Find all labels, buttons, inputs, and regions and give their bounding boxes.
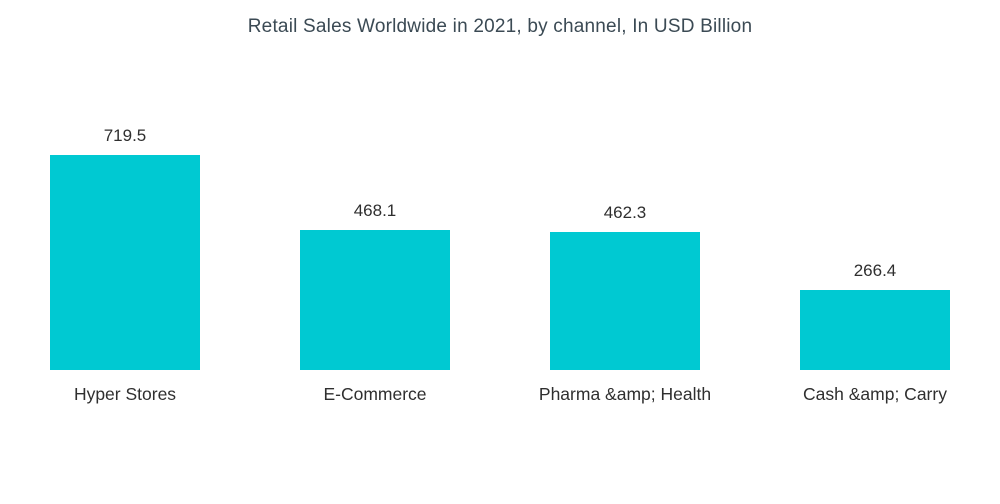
bar-value-label: 468.1 [353,201,397,220]
category-label: Cash &amp; Carry [803,384,947,404]
category-label: Pharma &amp; Health [538,384,712,404]
bar-value-label: 719.5 [103,126,147,145]
category-label: Hyper Stores [73,384,177,404]
bar [300,230,450,370]
bar-value-label: 266.4 [853,261,897,280]
bar-value-label: 462.3 [603,203,647,222]
bar-group: 462.3 Pharma &amp; Health [502,203,748,408]
bar [550,232,700,370]
bar [800,290,950,370]
category-label: E-Commerce [323,384,427,404]
bar-group: 468.1 E-Commerce [252,201,498,408]
plot-area: 719.5 Hyper Stores 468.1 E-Commerce 462.3 Pha… [0,126,1000,408]
chart-title: Retail Sales Worldwide in 2021, by chann… [247,16,753,37]
bar-group: 719.5 Hyper Stores [2,126,248,408]
bar [50,155,200,370]
bar-group: 266.4 Cash &amp; Carry [752,261,998,408]
